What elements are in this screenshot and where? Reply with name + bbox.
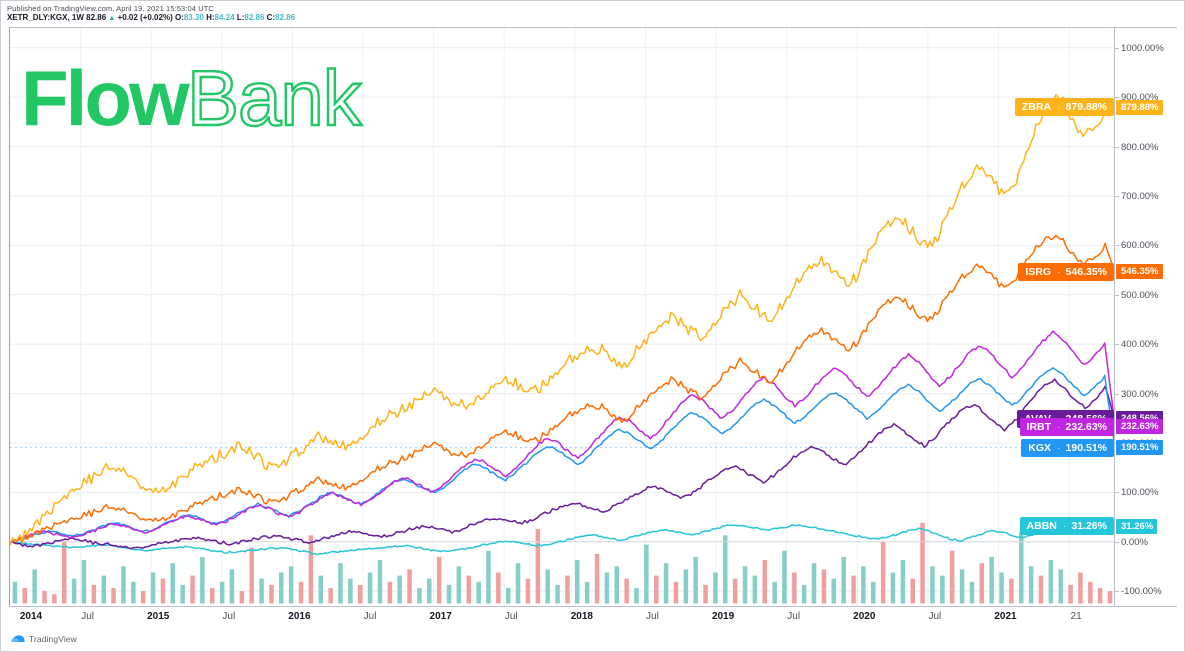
grid-lines <box>10 28 1114 606</box>
series-tag-value: 31.26% <box>1071 520 1107 533</box>
series-tag-separator: · <box>1057 101 1061 114</box>
symbol-label[interactable]: XETR_DLY:KGX, 1W <box>7 13 84 22</box>
volume-bars <box>12 522 1113 604</box>
series-tag-symbol: ZBRA <box>1021 101 1052 114</box>
low-value: 82.86 <box>244 13 265 22</box>
close-value: 82.86 <box>275 13 296 22</box>
tradingview-logo-icon <box>11 635 25 643</box>
series-tag-symbol: ISRG <box>1025 265 1052 278</box>
time-tick: 2016 <box>288 611 311 622</box>
price-tick: 0.00% <box>1115 536 1148 548</box>
series-tag-isrg[interactable]: ISRG · 546.35% <box>1018 262 1114 281</box>
series-tag-separator: · <box>1057 420 1061 433</box>
price-badge-isrg[interactable]: 546.35% <box>1116 264 1163 280</box>
time-tick: Jul <box>504 611 518 622</box>
series-tag-value: 546.35% <box>1065 265 1107 278</box>
price-tick: 500.00% <box>1115 289 1159 301</box>
zero-line <box>10 447 1114 543</box>
price-badge-abbn[interactable]: 31.26% <box>1116 518 1158 534</box>
series-lines <box>10 93 1114 556</box>
price-tick: 700.00% <box>1115 190 1159 202</box>
time-tick: Jul <box>787 611 801 622</box>
price-change: +0.02 (+0.02%) <box>117 13 173 22</box>
time-tick: Jul <box>363 611 377 622</box>
price-tick: 100.00% <box>1115 487 1159 499</box>
series-tag-symbol: KGX <box>1028 441 1052 454</box>
time-tick: Jul <box>222 611 236 622</box>
chart-plot-area[interactable]: ZBRA·879.88%ISRG·546.35%AVAV·248.56%IRBT… <box>9 28 1114 606</box>
chart-footer: TradingView <box>9 631 1177 651</box>
price-tick: -100.00% <box>1115 586 1162 598</box>
low-label: L: <box>236 13 245 22</box>
series-tag-abbn[interactable]: ABBN · 31.26% <box>1019 517 1114 536</box>
time-tick: 2021 <box>994 611 1017 622</box>
time-tick: Jul <box>81 611 94 622</box>
time-tick: 2014 <box>19 611 43 622</box>
chart-plate <box>9 27 1177 627</box>
time-scale[interactable]: 2014 Jul 2015 Jul 2016 Jul 2017 Jul 2018 Jul 2019 J… <box>9 606 1177 627</box>
price-tick: 900.00% <box>1115 92 1159 104</box>
series-tag-value: 232.63% <box>1065 420 1107 433</box>
series-tag-separator: · <box>1057 441 1061 454</box>
series-tag-symbol: ABBN <box>1026 520 1057 533</box>
series-tag-separator: · <box>1057 265 1061 278</box>
price-badge-zbra[interactable]: 879.88% <box>1116 99 1163 115</box>
time-tick: 2018 <box>570 611 593 622</box>
tradingview-brand[interactable]: TradingView <box>11 633 77 645</box>
price-badge-irbt[interactable]: 232.63% <box>1116 419 1163 435</box>
time-tick: Jul <box>646 611 659 622</box>
high-value: 84.24 <box>214 13 235 22</box>
open-label: O: <box>174 13 184 22</box>
chart-header: Published on TradingView.com, April 19, … <box>1 1 1185 25</box>
open-value: 83.30 <box>183 13 204 22</box>
series-tag-value: 879.88% <box>1065 101 1107 114</box>
published-line: Published on TradingView.com, April 19, … <box>7 4 214 13</box>
time-tick: Jul <box>928 611 942 622</box>
series-tag-irbt[interactable]: IRBT · 232.63% <box>1019 417 1114 436</box>
price-tick: 400.00% <box>1115 339 1159 351</box>
series-tag-zbra[interactable]: ZBRA · 879.88% <box>1014 98 1114 117</box>
high-label: H: <box>206 13 215 22</box>
price-tick: 1000.00% <box>1115 42 1164 54</box>
time-tick: 2017 <box>429 611 452 622</box>
price-tick: 600.00% <box>1115 240 1159 252</box>
last-price: 82.86 <box>86 13 107 22</box>
series-tag-symbol: IRBT <box>1026 420 1052 433</box>
time-tick: 2019 <box>711 611 735 622</box>
price-tick: 300.00% <box>1115 388 1159 400</box>
series-tag-kgx[interactable]: KGX · 190.51% <box>1021 438 1114 457</box>
symbol-quote-line: XETR_DLY:KGX, 1W 82.86 ▲ +0.02 (+0.02%) … <box>7 13 1185 24</box>
price-tick: 800.00% <box>1115 141 1159 153</box>
time-tick: 21 <box>1070 611 1082 622</box>
chart-canvas[interactable] <box>10 28 1114 606</box>
price-badge-kgx[interactable]: 190.51% <box>1116 440 1163 456</box>
time-tick: 2020 <box>853 611 876 622</box>
series-tag-separator: · <box>1062 520 1067 533</box>
close-label: C: <box>266 13 276 22</box>
series-tag-value: 190.51% <box>1065 441 1107 454</box>
price-scale[interactable]: -100.00%0.00%100.00%200.00%300.00%400.00… <box>1114 28 1177 606</box>
tradingview-brand-text: TradingView <box>29 634 77 644</box>
up-arrow-icon: ▲ <box>108 15 116 22</box>
time-tick: 2015 <box>147 611 170 622</box>
